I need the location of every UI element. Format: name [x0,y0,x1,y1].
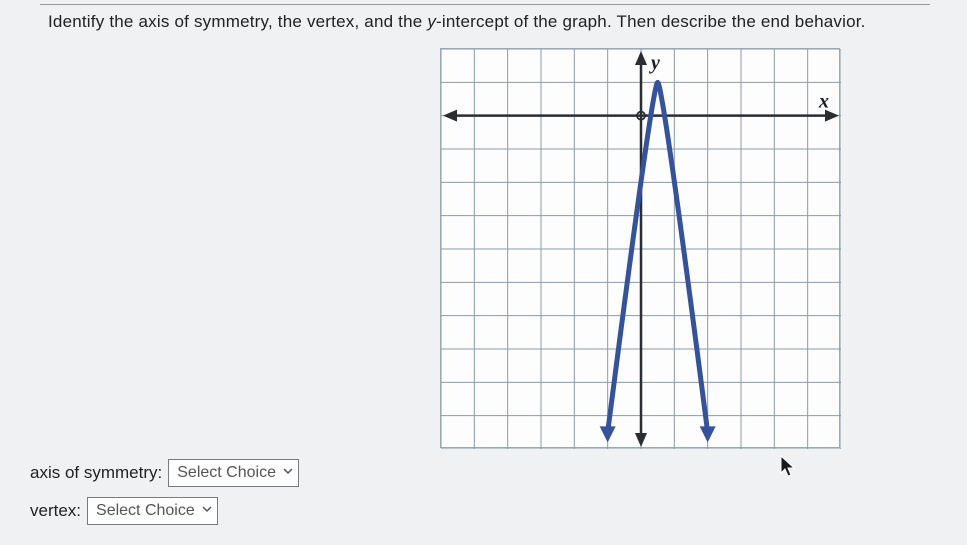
vertex-row: vertex: Select Choice [30,497,299,525]
svg-text:y: y [649,52,660,74]
axis-label: axis of symmetry: [30,463,162,483]
vertex-select-value: Select Choice [96,502,195,520]
chevron-down-icon [201,502,213,520]
prompt-text-pre: Identify the axis of symmetry, the verte… [48,12,427,31]
answer-section: axis of symmetry: Select Choice vertex: … [30,449,299,525]
vertex-select[interactable]: Select Choice [87,497,218,525]
worksheet-page: Identify the axis of symmetry, the verte… [0,0,967,545]
prompt-text-post: -intercept of the graph. Then describe t… [436,12,866,31]
axis-select[interactable]: Select Choice [168,459,299,487]
top-rule [40,4,930,5]
graph-panel: xy [440,48,840,448]
axis-of-symmetry-row: axis of symmetry: Select Choice [30,459,299,487]
prompt-ital: y [427,12,436,31]
svg-text:x: x [818,91,829,113]
graph-svg: xy [441,49,841,449]
chevron-down-icon [282,464,294,482]
question-prompt: Identify the axis of symmetry, the verte… [48,12,937,32]
vertex-label: vertex: [30,501,81,521]
mouse-cursor-icon [780,455,798,484]
axis-select-value: Select Choice [177,464,276,482]
